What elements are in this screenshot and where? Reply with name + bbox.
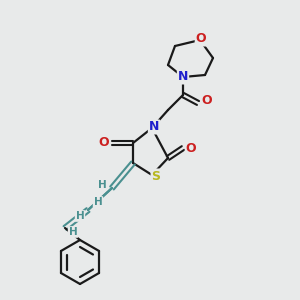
Text: O: O <box>99 136 109 149</box>
Text: S: S <box>152 169 160 182</box>
Text: O: O <box>202 94 212 107</box>
Text: H: H <box>94 197 102 207</box>
Text: N: N <box>149 121 159 134</box>
Text: H: H <box>69 227 77 237</box>
Text: O: O <box>196 32 206 46</box>
Text: N: N <box>178 70 188 83</box>
Text: H: H <box>98 180 106 190</box>
Text: O: O <box>186 142 196 154</box>
Text: H: H <box>76 211 84 221</box>
